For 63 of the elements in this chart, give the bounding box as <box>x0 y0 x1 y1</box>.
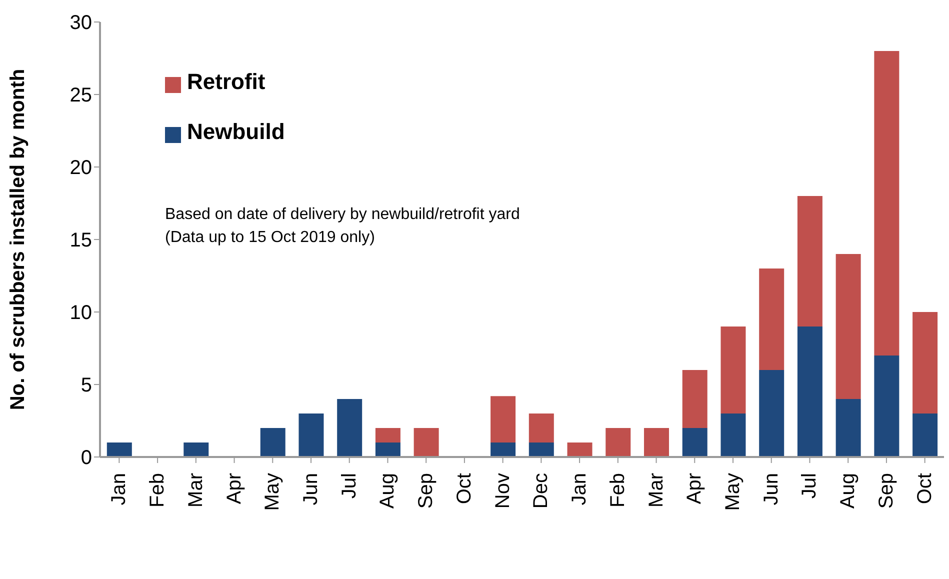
x-tick-label: Jan <box>108 473 130 506</box>
bar <box>490 442 516 457</box>
x-tick-label: Feb <box>606 473 629 508</box>
x-tick-label: Sep <box>415 473 438 509</box>
bar <box>682 370 708 428</box>
x-tick-label: Jan <box>568 473 591 506</box>
x-tick-label: Mar <box>645 472 668 508</box>
x-tick-label: Jun <box>300 473 322 506</box>
bar <box>375 442 400 457</box>
x-tick-label: May <box>722 473 744 511</box>
bar <box>106 442 132 457</box>
bar <box>836 254 861 399</box>
bar <box>720 414 746 457</box>
y-tick-label: 20 <box>70 157 92 180</box>
y-axis-title: No. of scrubbers installed by month <box>7 68 30 410</box>
bar <box>375 428 400 442</box>
y-tick-label: 5 <box>80 374 92 397</box>
bar <box>298 414 324 457</box>
bar <box>720 326 746 414</box>
bar <box>912 312 938 414</box>
x-tick-label: Nov <box>492 473 514 509</box>
x-tick-label: Aug <box>837 473 860 509</box>
bar <box>184 442 209 457</box>
x-tick-label: Jun <box>760 473 782 506</box>
x-tick-label: Feb <box>146 473 169 508</box>
y-tick-label: 15 <box>70 230 92 252</box>
legend-label: Retrofit <box>187 69 266 95</box>
y-tick-label: 25 <box>70 84 92 107</box>
annotation: Based on date of delivery by newbuild/retrofit yard <box>165 205 520 225</box>
y-tick-label: 30 <box>70 12 92 34</box>
y-tick-label: 10 <box>70 302 92 324</box>
bar <box>644 428 669 457</box>
x-tick-label: Jul <box>338 473 360 499</box>
legend-label: Newbuild <box>187 119 285 145</box>
bar <box>490 396 516 442</box>
bar <box>759 268 784 370</box>
x-tick-label: Sep <box>875 473 898 509</box>
x-tick-label: Oct <box>914 472 936 504</box>
bar <box>414 428 439 457</box>
x-tick-label: Dec <box>530 473 552 509</box>
x-tick-label: Apr <box>684 472 706 504</box>
bar <box>567 442 592 457</box>
x-tick-label: Aug <box>376 473 399 509</box>
bar <box>606 428 631 457</box>
bar <box>528 442 554 457</box>
bar <box>874 356 900 457</box>
bar <box>874 51 900 356</box>
bar <box>528 414 554 442</box>
x-tick-label: Oct <box>453 472 476 504</box>
x-tick-label: Jul <box>798 473 821 499</box>
bar <box>337 399 362 457</box>
bar <box>836 399 861 457</box>
y-tick-label: 0 <box>80 447 92 470</box>
bar <box>912 414 938 457</box>
x-tick-label: May <box>262 473 284 511</box>
bar <box>797 326 822 457</box>
bar <box>759 370 784 457</box>
x-tick-label: Apr <box>223 472 246 504</box>
bar <box>682 428 708 457</box>
x-tick-label: Mar <box>184 472 207 508</box>
annotation: (Data up to 15 Oct 2019 only) <box>165 228 376 248</box>
bar <box>797 196 822 326</box>
bar <box>260 428 286 457</box>
